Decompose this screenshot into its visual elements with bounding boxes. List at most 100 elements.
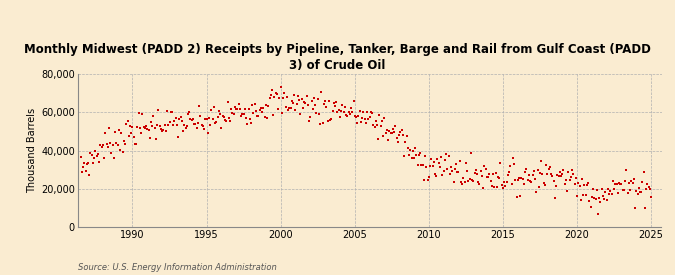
- Point: [188, 116, 198, 121]
- Point: [112, 142, 123, 147]
- Point: [215, 112, 225, 116]
- Point: [601, 198, 612, 202]
- Point: [317, 121, 328, 125]
- Point: [126, 131, 136, 136]
- Point: [274, 96, 285, 100]
- Point: [400, 140, 411, 144]
- Point: [149, 125, 160, 130]
- Point: [95, 143, 106, 147]
- Point: [157, 129, 167, 133]
- Point: [244, 117, 255, 121]
- Point: [250, 109, 261, 114]
- Point: [518, 182, 529, 186]
- Point: [381, 128, 392, 132]
- Point: [148, 114, 159, 118]
- Point: [429, 160, 439, 164]
- Point: [408, 149, 418, 154]
- Point: [468, 179, 479, 183]
- Point: [628, 177, 639, 181]
- Point: [371, 119, 381, 123]
- Point: [611, 182, 622, 186]
- Point: [597, 194, 608, 199]
- Point: [132, 125, 143, 130]
- Point: [288, 101, 298, 105]
- Point: [377, 119, 387, 123]
- Point: [396, 127, 407, 132]
- Point: [194, 103, 205, 108]
- Point: [243, 106, 254, 111]
- Point: [89, 156, 100, 160]
- Point: [495, 161, 506, 166]
- Point: [219, 115, 230, 119]
- Point: [489, 185, 500, 189]
- Point: [182, 124, 192, 128]
- Point: [153, 108, 164, 112]
- Point: [379, 116, 389, 120]
- Point: [285, 106, 296, 111]
- Point: [358, 110, 369, 114]
- Point: [425, 164, 435, 168]
- Point: [168, 123, 179, 127]
- Point: [226, 107, 237, 112]
- Point: [134, 125, 145, 130]
- Point: [300, 101, 310, 105]
- Point: [122, 118, 133, 123]
- Point: [543, 167, 554, 172]
- Point: [375, 123, 386, 128]
- Point: [557, 172, 568, 176]
- Point: [169, 119, 180, 123]
- Point: [539, 183, 550, 187]
- Point: [248, 111, 259, 116]
- Point: [436, 155, 447, 160]
- Point: [202, 130, 213, 135]
- Point: [294, 97, 304, 102]
- Point: [446, 165, 456, 169]
- Point: [310, 103, 321, 108]
- Point: [531, 189, 541, 194]
- Point: [186, 117, 197, 122]
- Point: [301, 94, 312, 99]
- Point: [529, 169, 539, 174]
- Point: [439, 158, 450, 163]
- Point: [422, 177, 433, 182]
- Point: [119, 142, 130, 147]
- Point: [554, 170, 565, 174]
- Point: [517, 177, 528, 182]
- Point: [347, 110, 358, 114]
- Point: [198, 124, 209, 128]
- Point: [524, 172, 535, 177]
- Point: [584, 199, 595, 203]
- Point: [479, 164, 490, 169]
- Point: [603, 191, 614, 196]
- Point: [632, 192, 643, 197]
- Point: [369, 124, 380, 129]
- Point: [472, 180, 483, 185]
- Point: [472, 172, 483, 176]
- Point: [228, 112, 239, 116]
- Point: [131, 142, 142, 147]
- Point: [462, 169, 472, 174]
- Point: [344, 112, 355, 116]
- Point: [256, 110, 267, 114]
- Point: [610, 182, 621, 186]
- Point: [321, 105, 331, 110]
- Point: [394, 133, 404, 138]
- Point: [217, 114, 228, 119]
- Point: [442, 166, 453, 171]
- Point: [549, 196, 560, 200]
- Point: [343, 109, 354, 114]
- Point: [316, 90, 327, 95]
- Point: [234, 107, 245, 111]
- Point: [542, 171, 553, 176]
- Point: [213, 109, 224, 113]
- Point: [567, 168, 578, 172]
- Point: [273, 106, 284, 111]
- Point: [480, 167, 491, 172]
- Point: [85, 151, 96, 155]
- Point: [421, 165, 432, 170]
- Point: [338, 110, 349, 114]
- Point: [404, 152, 414, 157]
- Point: [566, 175, 576, 179]
- Point: [173, 135, 184, 140]
- Point: [136, 131, 146, 136]
